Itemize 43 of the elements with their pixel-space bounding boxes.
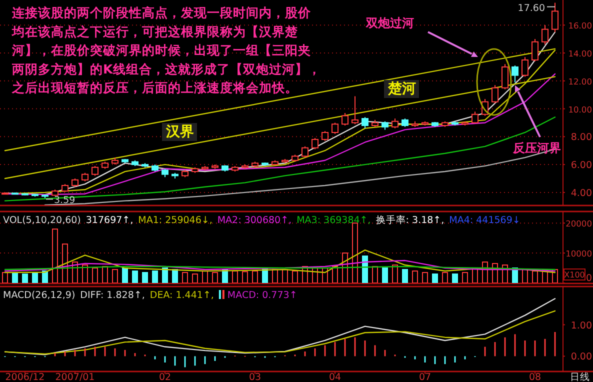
annotation: 3.59 — [54, 195, 76, 206]
y-tick-label: 0.00 — [570, 352, 592, 363]
annotation: 河】，在股价突破河界的时候，出现了一组【三阳夹 — [11, 42, 311, 58]
x-tick-label: 04 — [328, 372, 342, 382]
y-tick-label: 4.00 — [570, 188, 592, 199]
y-tick-label: 16.00 — [568, 20, 592, 31]
x-tick-label: 2006/12 — [5, 372, 45, 382]
text: 日线 — [570, 371, 590, 382]
x-tick-label: 07 — [418, 372, 432, 382]
y-tick-label: 10.00 — [568, 104, 592, 114]
annotation: 317697↑, — [86, 215, 134, 226]
y-tick-label: 20000 — [566, 218, 592, 229]
text: MA2: 300680↑, — [217, 215, 292, 226]
legend-label: MACD: 0.773↑ — [227, 290, 298, 301]
y-axis-title: X100 — [564, 270, 585, 280]
y-tick-label: 6.00 — [570, 160, 592, 172]
annotation: 均在该高点之下运行，可把这根界限称为【汉界楚 — [11, 24, 299, 39]
y-tick-label: 10000 — [566, 248, 592, 259]
text: MA1: 259046↓, — [138, 215, 212, 226]
annotation: 之后出现短暂的反压，后面的上涨速度将会加快。 — [11, 80, 298, 96]
text: MA3: 369384↑, — [296, 215, 371, 226]
annotation: 换手率: 3.18↑, — [376, 214, 444, 226]
x-tick-label: 03 — [248, 372, 262, 382]
text: DEA: 1.441↑, — [150, 290, 214, 301]
annotation: 楚河 — [387, 81, 416, 97]
annotation: 汉界 — [165, 124, 194, 140]
annotation: 两阴多方炮】的K线组合，这就形成了【双炮过河】， — [11, 61, 321, 76]
annotation: MA4: 441569↓ — [449, 215, 520, 226]
annotation: 反压河界 — [512, 141, 561, 155]
y-tick-label: 12.00 — [568, 76, 592, 86]
annotation: 双炮过河 — [365, 16, 414, 30]
annotation: 连接该股的两个阶段性高点，发现一段时间内，股价 — [11, 5, 312, 20]
chart-title: VOL(5,10,20,60) — [3, 215, 81, 226]
y-tick-label: 14.00 — [568, 48, 592, 58]
x-tick-label: 02 — [158, 372, 172, 382]
y-tick-label: 8.00 — [570, 132, 592, 144]
y-tick-label: 0 — [586, 273, 592, 284]
chart-title: MACD(26,12,9) — [3, 290, 76, 301]
annotation: 17.60 — [518, 2, 545, 14]
y-tick-label: 1.00 — [570, 320, 592, 332]
x-tick-label: 2007/01 — [55, 372, 95, 382]
x-tick-label: 08 — [528, 372, 542, 382]
text: DIFF: 1.828↑, — [80, 290, 145, 301]
